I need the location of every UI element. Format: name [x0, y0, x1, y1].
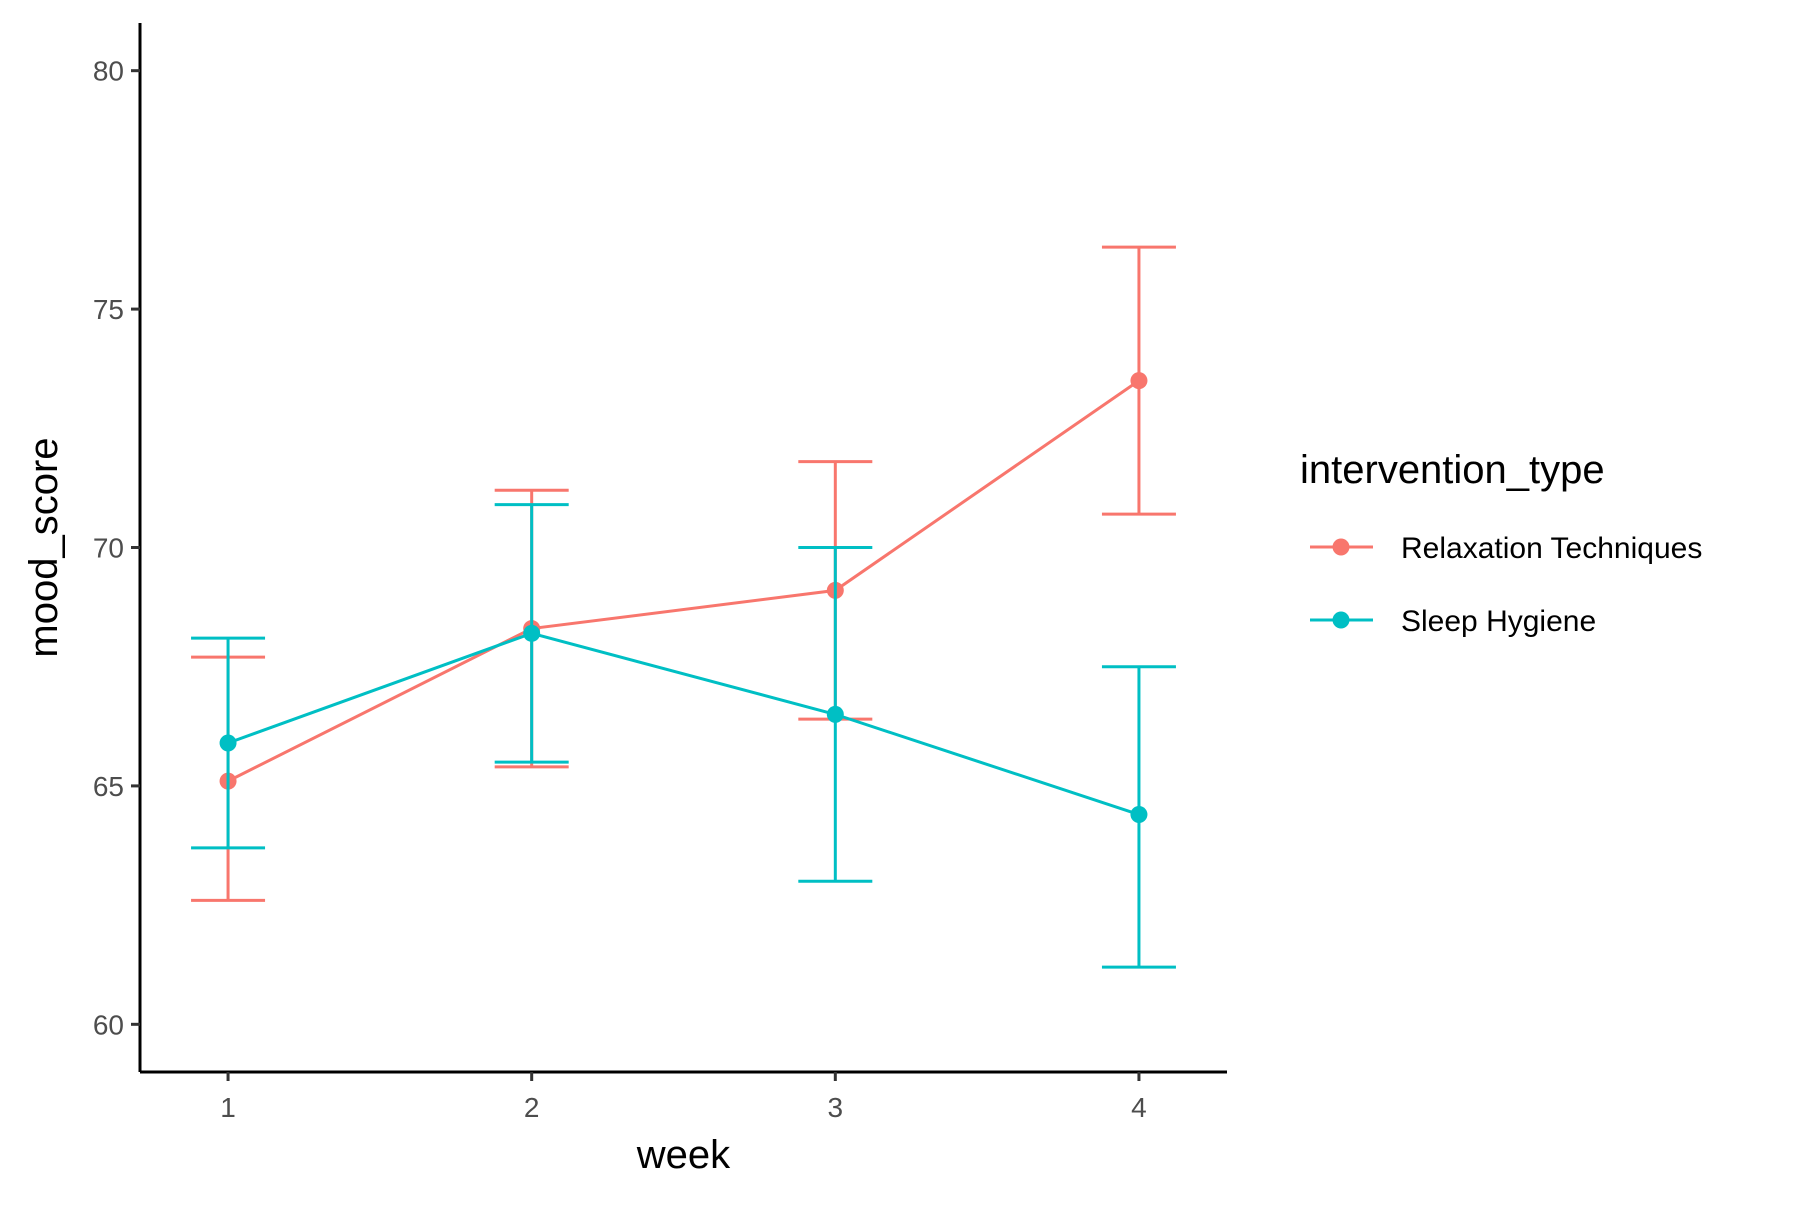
- legend-label-sleep-hygiene: Sleep Hygiene: [1401, 605, 1596, 638]
- legend-items: Relaxation Techniques Sleep Hygiene: [1310, 532, 1702, 638]
- y-tick-label-60: 60: [93, 1009, 124, 1040]
- y-axis-title: mood_score: [22, 437, 66, 657]
- series-line-relaxation-techniques: [227, 379, 1140, 783]
- legend-item-relaxation-techniques: Relaxation Techniques: [1310, 532, 1702, 565]
- data-point-sleep-hygiene-week-1: [219, 734, 237, 752]
- y-tick-label-70: 70: [93, 533, 124, 564]
- plot-panel: [191, 245, 1176, 969]
- legend-label-relaxation-techniques: Relaxation Techniques: [1401, 532, 1702, 565]
- legend-title: intervention_type: [1300, 448, 1605, 492]
- legend-key-point: [1332, 611, 1350, 629]
- y-tick-label-75: 75: [93, 294, 124, 325]
- x-axis-title: week: [636, 1133, 731, 1177]
- legend: intervention_type Relaxation Techniques S…: [1300, 448, 1702, 638]
- data-point-sleep-hygiene-week-4: [1130, 806, 1148, 824]
- y-tick-label-65: 65: [93, 771, 124, 802]
- series-relaxation-techniques: [191, 245, 1176, 902]
- x-tick-label-1: 1: [220, 1092, 236, 1123]
- y-tick-label-80: 80: [93, 56, 124, 87]
- x-tick-label-4: 4: [1131, 1092, 1147, 1123]
- x-axis-ticks: 1 2 3 4: [220, 1072, 1147, 1123]
- legend-item-sleep-hygiene: Sleep Hygiene: [1310, 605, 1596, 638]
- x-tick-label-2: 2: [524, 1092, 540, 1123]
- x-tick-label-3: 3: [828, 1092, 844, 1123]
- series-line-sleep-hygiene: [227, 631, 1140, 816]
- data-point-sleep-hygiene-week-2: [523, 624, 541, 642]
- legend-key-point: [1332, 538, 1350, 556]
- y-axis-ticks: 60 65 70 75 80: [93, 56, 140, 1040]
- data-point-sleep-hygiene-week-3: [826, 705, 844, 723]
- data-point-relaxation-techniques-week-4: [1130, 372, 1148, 390]
- series-sleep-hygiene: [191, 503, 1176, 969]
